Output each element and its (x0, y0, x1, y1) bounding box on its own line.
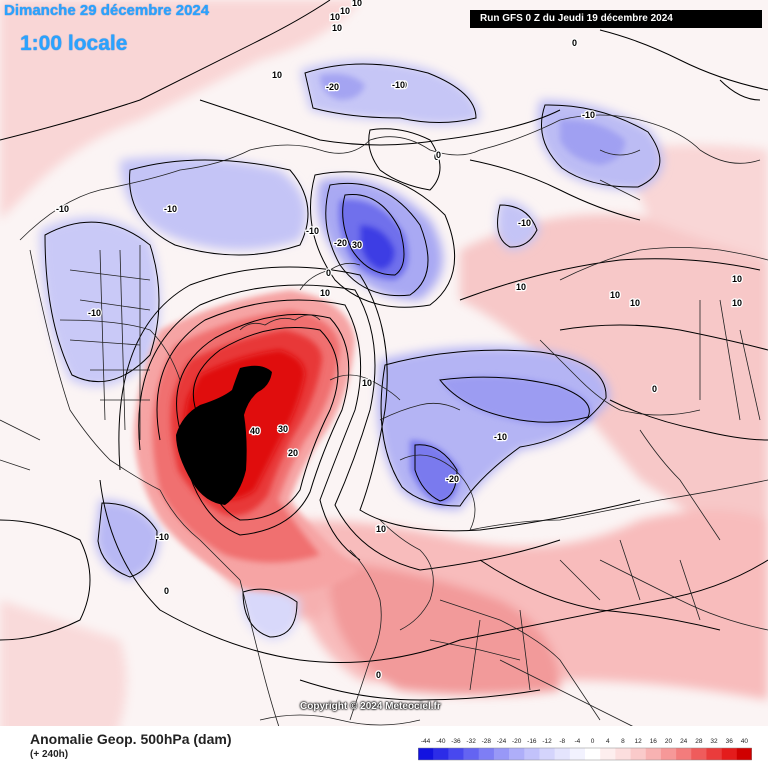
contour-label: -10 (88, 308, 101, 318)
scale-swatch (706, 748, 722, 760)
contour-label: 0 (434, 152, 439, 162)
scale-tick-label: -12 (542, 738, 552, 745)
contour-labels: 10 10 10 10 -20 -10 0 -10 -10 -10 -10 -2… (55, 0, 744, 681)
scale-swatch (721, 748, 738, 760)
scale-swatch (478, 748, 495, 760)
contour-label: 10 (352, 0, 362, 8)
anomaly-field-negative-core (320, 73, 625, 505)
scale-tick-label: -28 (482, 738, 492, 745)
contour-label: 10 (272, 70, 282, 80)
scale-tick-label: -4 (575, 738, 581, 745)
scale-swatch (463, 748, 480, 760)
contour-label: 0 (376, 670, 381, 680)
coastlines (0, 114, 768, 741)
scale-swatch (539, 748, 555, 760)
scale-tick-label: 8 (621, 738, 625, 745)
contour-label: -10 (164, 204, 177, 214)
contour-label: -10 (156, 532, 169, 542)
contour-label: 0 (572, 38, 577, 48)
contour-label: 10 (610, 290, 620, 300)
scale-tick-label: -20 (512, 738, 522, 745)
scale-tick-label: 16 (650, 738, 658, 745)
scale-swatch (630, 748, 647, 760)
scale-tick-label: 24 (680, 738, 688, 745)
scale-swatch (660, 748, 677, 760)
forecast-date: Dimanche 29 décembre 2024 (4, 2, 210, 19)
scale-swatch (691, 748, 707, 760)
contour-label: 0 (164, 586, 169, 596)
scale-swatch (524, 748, 540, 760)
scale-swatch (736, 748, 752, 760)
scale-tick-label: -8 (559, 738, 565, 745)
contour-label: -20 (326, 82, 339, 92)
contour-label: 30 (278, 424, 288, 434)
scale-tick-label: -36 (451, 738, 461, 745)
contour-label: -20 (446, 474, 459, 484)
forecast-local-time: 1:00 locale (20, 32, 128, 55)
scale-swatch (554, 748, 571, 760)
contour-label: 10 (340, 6, 350, 16)
scale-border (418, 747, 752, 761)
contour-label: 10 (332, 23, 342, 33)
contour-label: 20 (288, 448, 298, 458)
scale-tick-label: -24 (497, 738, 507, 745)
scale-tick-label: 36 (726, 738, 734, 745)
lead-time: (+ 240h) (30, 749, 69, 760)
contour-label: 10 (732, 298, 742, 308)
contour-lines (0, 0, 768, 701)
scale-swatch (676, 748, 692, 760)
contour-label: -20 (334, 238, 347, 248)
contour-label: -10 (494, 432, 507, 442)
scale-swatch (509, 748, 525, 760)
contour-label: 40 (250, 426, 260, 436)
scale-swatch (448, 748, 464, 760)
scale-swatch (418, 748, 434, 760)
scale-tick-label: -44 (421, 738, 431, 745)
contour-label: 10 (320, 288, 330, 298)
contour-label: 10 (630, 298, 640, 308)
contour-label: 0 (436, 150, 441, 160)
color-scale-legend: -44 -40 -36 -32 -28 -24 -20 -16 -12 -8 -4 0 4 8 12 16 20… (418, 738, 752, 761)
contour-label: -10 (56, 204, 69, 214)
map-title: Anomalie Geop. 500hPa (dam) (30, 731, 232, 747)
contour-label: 10 (732, 274, 742, 284)
contour-label: 0 (326, 268, 331, 278)
run-info-banner: Run GFS 0 Z du Jeudi 19 décembre 2024 (470, 10, 762, 28)
scale-tick-label: -40 (436, 738, 446, 745)
scale-swatch (600, 748, 616, 760)
copyright-text: Copyright © 2024 Meteociel.fr (300, 701, 441, 712)
scale-swatch (645, 748, 662, 760)
scale-tick-label: -32 (466, 738, 476, 745)
footer-bar: Anomalie Geop. 500hPa (dam) (+ 240h) -44… (0, 726, 768, 768)
contour-label: 30 (352, 240, 362, 250)
scale-tick-label: 0 (591, 738, 595, 745)
scale-tick-label: -16 (527, 738, 537, 745)
scale-tick-label: 12 (635, 738, 643, 745)
contour-label: -10 (392, 80, 405, 90)
contour-label: -10 (394, 80, 407, 90)
contour-label: 0 (652, 384, 657, 394)
scale-tick-label: 40 (741, 738, 749, 745)
contour-label: -10 (582, 110, 595, 120)
scale-tick-label: 32 (710, 738, 718, 745)
contour-label: 10 (330, 12, 340, 22)
anomaly-field-strong-positive (134, 290, 360, 593)
contour-label: -10 (518, 218, 531, 228)
contour-label: 10 (362, 378, 372, 388)
contour-label: 10 (516, 282, 526, 292)
scale-swatch (615, 748, 631, 760)
contour-label: 10 (376, 524, 386, 534)
scale-swatch (493, 748, 510, 760)
scale-swatch (569, 748, 586, 760)
scale-tick-label: 28 (695, 738, 703, 745)
contour-label: -10 (306, 226, 319, 236)
scale-swatch (585, 748, 601, 760)
scale-tick-label: 20 (665, 738, 673, 745)
scale-tick-label: 4 (606, 738, 610, 745)
scale-swatch (433, 748, 449, 760)
